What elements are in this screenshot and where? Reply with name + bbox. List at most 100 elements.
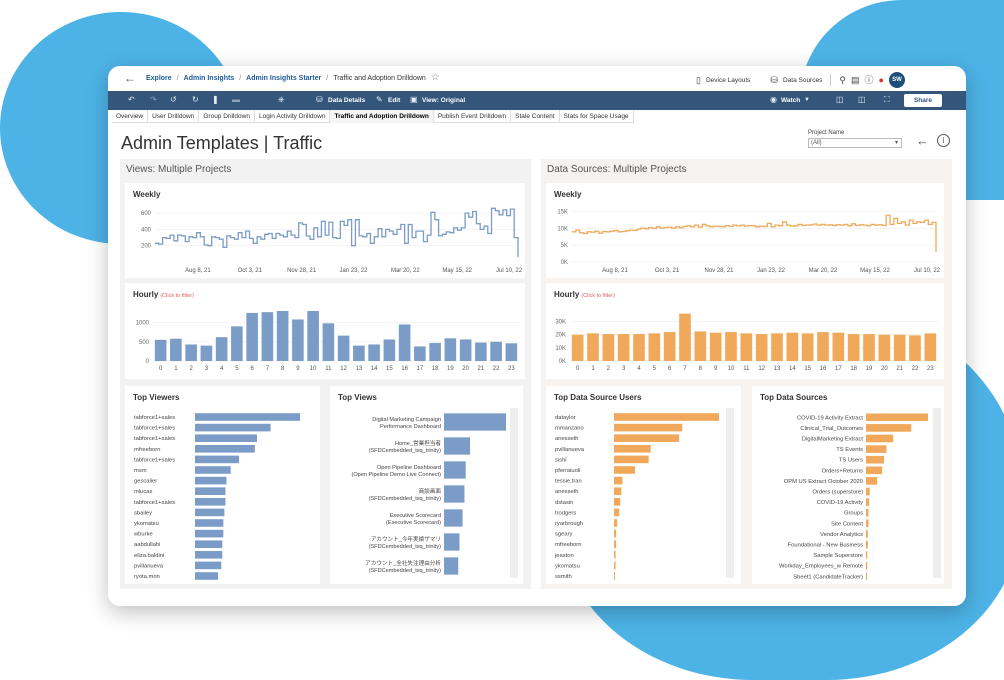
tab-publish-event-drilldown[interactable]: Publish Event Drilldown — [434, 110, 512, 123]
bar — [740, 333, 753, 361]
share-button[interactable]: Share — [904, 94, 942, 107]
bar — [475, 342, 487, 361]
category-label: mlucas — [134, 489, 152, 495]
top-views-title: Top Views — [338, 393, 377, 402]
tab-stale-content[interactable]: Stale Content — [511, 110, 560, 123]
tab-user-drilldown[interactable]: User Drilldown — [148, 110, 200, 123]
x-tick-label: May 15, 22 — [442, 268, 472, 274]
bar — [276, 311, 289, 361]
bar — [866, 498, 870, 506]
x-tick-label: 17 — [417, 366, 424, 372]
bar — [614, 498, 621, 506]
tab-overview[interactable]: Overview — [112, 110, 149, 123]
device-layouts-button[interactable]: Device Layouts — [705, 76, 751, 84]
pause-icon[interactable]: ❚ — [212, 95, 219, 104]
breadcrumb-explore[interactable]: Explore — [146, 75, 172, 82]
breadcrumb-separator: / — [326, 75, 329, 82]
avatar[interactable]: SW — [888, 72, 905, 88]
category-label: アカウント_今年実績ザマリ — [371, 535, 441, 543]
bar — [353, 345, 365, 361]
breadcrumb-admin-insights-starter[interactable]: Admin Insights Starter — [246, 75, 322, 82]
back-arrow-icon[interactable]: ← — [124, 71, 136, 85]
ds-weekly-chart[interactable]: 0K 5K 10K 15K Aug 8, 21 Oct 3, 21 Nov 28, 21 Ja… — [546, 183, 944, 278]
present-icon[interactable]: ◫ — [858, 95, 866, 104]
search-icon[interactable]: ⚲ — [839, 74, 846, 85]
fullscreen-icon[interactable]: ⛶ — [884, 95, 890, 104]
comment-icon[interactable]: ◫ — [836, 95, 844, 104]
replay-icon[interactable]: ⎈ — [278, 95, 285, 104]
top-data-sources-scrollbar[interactable] — [933, 408, 941, 578]
bar — [878, 334, 891, 361]
favorite-star-icon[interactable]: ☆ — [430, 72, 440, 83]
bar — [571, 334, 584, 361]
bar — [614, 434, 680, 442]
chevron-down-icon[interactable]: ▼ — [804, 97, 810, 103]
tab-group-drilldown[interactable]: Group Drilldown — [199, 110, 255, 123]
top-viewers-chart[interactable]: tabforce1+sales tabforce1+sales tabforce1+… — [125, 386, 320, 584]
category-label: ryarbrough — [555, 521, 583, 527]
top-views-scrollbar[interactable] — [510, 408, 518, 578]
bar — [614, 540, 617, 548]
tab-traffic-and-adoption-drilldown[interactable]: Traffic and Adoption Drilldown — [330, 110, 434, 123]
category-label: anesseth — [555, 489, 579, 495]
breadcrumb-separator: / — [239, 75, 242, 82]
toggle-icon[interactable]: ▬ — [232, 95, 240, 104]
x-tick-label: 12 — [758, 366, 765, 372]
bar — [709, 332, 722, 361]
revert-icon[interactable]: ↺ — [170, 95, 177, 104]
category-label: Home_営業担当者 — [395, 439, 441, 447]
y-tick-label: 0 — [146, 359, 150, 365]
x-tick-label: 10 — [310, 366, 317, 372]
x-tick-label: May 15, 22 — [860, 268, 890, 274]
views-hourly-title: Hourly (Click to filter) — [133, 290, 194, 299]
database-icon: ⛁ — [770, 74, 778, 85]
tab-stats-for-space-usage[interactable]: Stats for Space Usage — [560, 110, 634, 123]
bar — [195, 434, 257, 442]
tab-login-activity-drilldown[interactable]: Login Activity Drilldown — [255, 110, 331, 123]
bar — [195, 572, 219, 580]
bar — [414, 346, 426, 361]
info-icon[interactable]: i — [937, 134, 950, 147]
x-tick-label: 23 — [508, 366, 515, 372]
data-sources-button[interactable]: Data Sources — [782, 76, 823, 84]
bar — [614, 519, 618, 527]
bar — [195, 519, 224, 527]
redo-icon[interactable]: ↷ — [150, 95, 157, 104]
project-filter-label: Project Name — [808, 130, 845, 136]
bar — [617, 334, 630, 361]
x-tick-label: 20 — [462, 366, 469, 372]
data-details-button[interactable]: Data Details — [328, 96, 366, 104]
undo-icon[interactable]: ↶ — [128, 95, 135, 104]
project-filter-select[interactable]: (All) ▾ — [808, 138, 902, 148]
page-title-separator: | — [263, 133, 269, 153]
top-data-sources-title: Top Data Sources — [760, 393, 828, 402]
refresh-icon[interactable]: ↻ — [192, 95, 199, 104]
breadcrumb-admin-insights[interactable]: Admin Insights — [183, 75, 235, 82]
bar — [292, 319, 304, 361]
category-label: Foundational - New Business — [788, 543, 864, 549]
top-data-sources-chart[interactable]: COVID-19 Activity Extract Clinical_Trial_… — [752, 386, 944, 584]
category-label: pvillanueva — [555, 447, 585, 453]
bar — [215, 337, 228, 361]
watch-button[interactable]: Watch — [781, 96, 801, 104]
edit-button[interactable]: Edit — [388, 96, 401, 104]
breadcrumb: Explore / Admin Insights / Admin Insight… — [146, 72, 440, 83]
bar — [924, 333, 937, 361]
view-original-button[interactable]: View: Original — [422, 96, 466, 104]
top-ds-users-scrollbar[interactable] — [726, 408, 734, 578]
x-tick-label: 14 — [789, 366, 796, 372]
help-icon[interactable]: ⓘ — [864, 74, 874, 85]
category-label: jeaston — [554, 553, 574, 559]
eye-icon: ◉ — [770, 95, 777, 104]
views-weekly-chart[interactable]: 200 400 600 Aug 8, 21 Oct 3, 21 Nov 28, 21 Jan… — [125, 183, 525, 278]
notes-icon[interactable]: ▤ — [850, 74, 860, 85]
notification-bell-icon[interactable]: ● — [878, 74, 884, 85]
back-arrow-icon[interactable]: ← — [916, 133, 929, 148]
top-ds-users-chart[interactable]: dataylor mmanzano anesseth pvillanueva sishi… — [546, 386, 741, 584]
bar — [866, 445, 887, 453]
x-tick-label: 5 — [653, 366, 657, 372]
x-tick-label: Jan 23, 22 — [757, 268, 786, 274]
